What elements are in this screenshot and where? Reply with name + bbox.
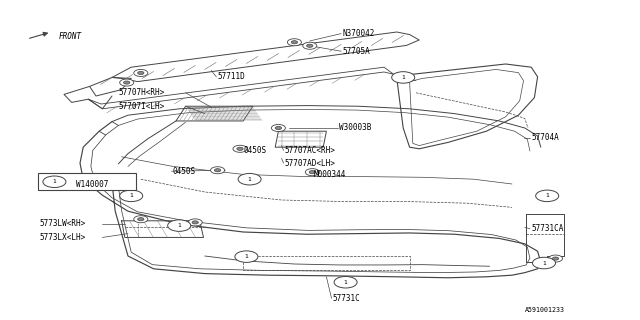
Text: 1: 1 (129, 193, 133, 198)
Text: 57707H<RH>: 57707H<RH> (118, 88, 164, 97)
Text: 57711D: 57711D (218, 72, 245, 81)
Text: N370042: N370042 (342, 29, 375, 38)
Text: 1: 1 (545, 193, 549, 198)
Circle shape (43, 176, 66, 188)
Text: 0450S: 0450S (243, 146, 266, 155)
Circle shape (548, 255, 563, 262)
Circle shape (168, 220, 191, 231)
Circle shape (307, 44, 313, 47)
Text: 57704A: 57704A (531, 133, 559, 142)
Circle shape (192, 221, 198, 224)
Circle shape (124, 81, 130, 84)
Text: 5773LW<RH>: 5773LW<RH> (40, 220, 86, 228)
Circle shape (120, 79, 134, 86)
Text: 57731CA: 57731CA (531, 224, 564, 233)
Circle shape (287, 39, 301, 46)
Circle shape (235, 251, 258, 262)
Circle shape (303, 42, 317, 49)
Circle shape (532, 257, 556, 269)
Text: 1: 1 (244, 254, 248, 259)
Circle shape (138, 218, 144, 221)
Text: 1: 1 (52, 179, 56, 184)
Circle shape (238, 173, 261, 185)
Circle shape (275, 126, 282, 130)
Text: 1: 1 (177, 223, 181, 228)
Circle shape (552, 257, 559, 260)
Circle shape (392, 72, 415, 83)
Circle shape (536, 190, 559, 202)
Text: 57707AC<RH>: 57707AC<RH> (285, 146, 335, 155)
Text: W30003B: W30003B (339, 124, 372, 132)
Circle shape (305, 169, 319, 176)
Circle shape (291, 41, 298, 44)
Circle shape (188, 219, 202, 226)
Text: M000344: M000344 (314, 170, 346, 179)
Circle shape (211, 167, 225, 174)
Circle shape (334, 276, 357, 288)
Circle shape (237, 147, 243, 150)
Text: 0450S: 0450S (173, 167, 196, 176)
FancyBboxPatch shape (38, 173, 136, 190)
Circle shape (214, 169, 221, 172)
Text: 1: 1 (344, 280, 348, 285)
Circle shape (134, 216, 148, 223)
Circle shape (271, 124, 285, 132)
Circle shape (120, 190, 143, 202)
Text: 5773LX<LH>: 5773LX<LH> (40, 233, 86, 242)
Circle shape (309, 171, 316, 174)
Text: FRONT: FRONT (59, 32, 82, 41)
Circle shape (233, 145, 247, 152)
Text: A591001233: A591001233 (525, 307, 564, 313)
Circle shape (138, 71, 144, 75)
Text: 57707AD<LH>: 57707AD<LH> (285, 159, 335, 168)
Text: 57707I<LH>: 57707I<LH> (118, 102, 164, 111)
Text: 57731C: 57731C (333, 294, 360, 303)
Text: 1: 1 (248, 177, 252, 182)
Text: W140007: W140007 (76, 180, 108, 189)
Circle shape (134, 69, 148, 76)
Text: 1: 1 (542, 260, 546, 266)
Text: 57705A: 57705A (342, 47, 370, 56)
Text: 1: 1 (401, 75, 405, 80)
